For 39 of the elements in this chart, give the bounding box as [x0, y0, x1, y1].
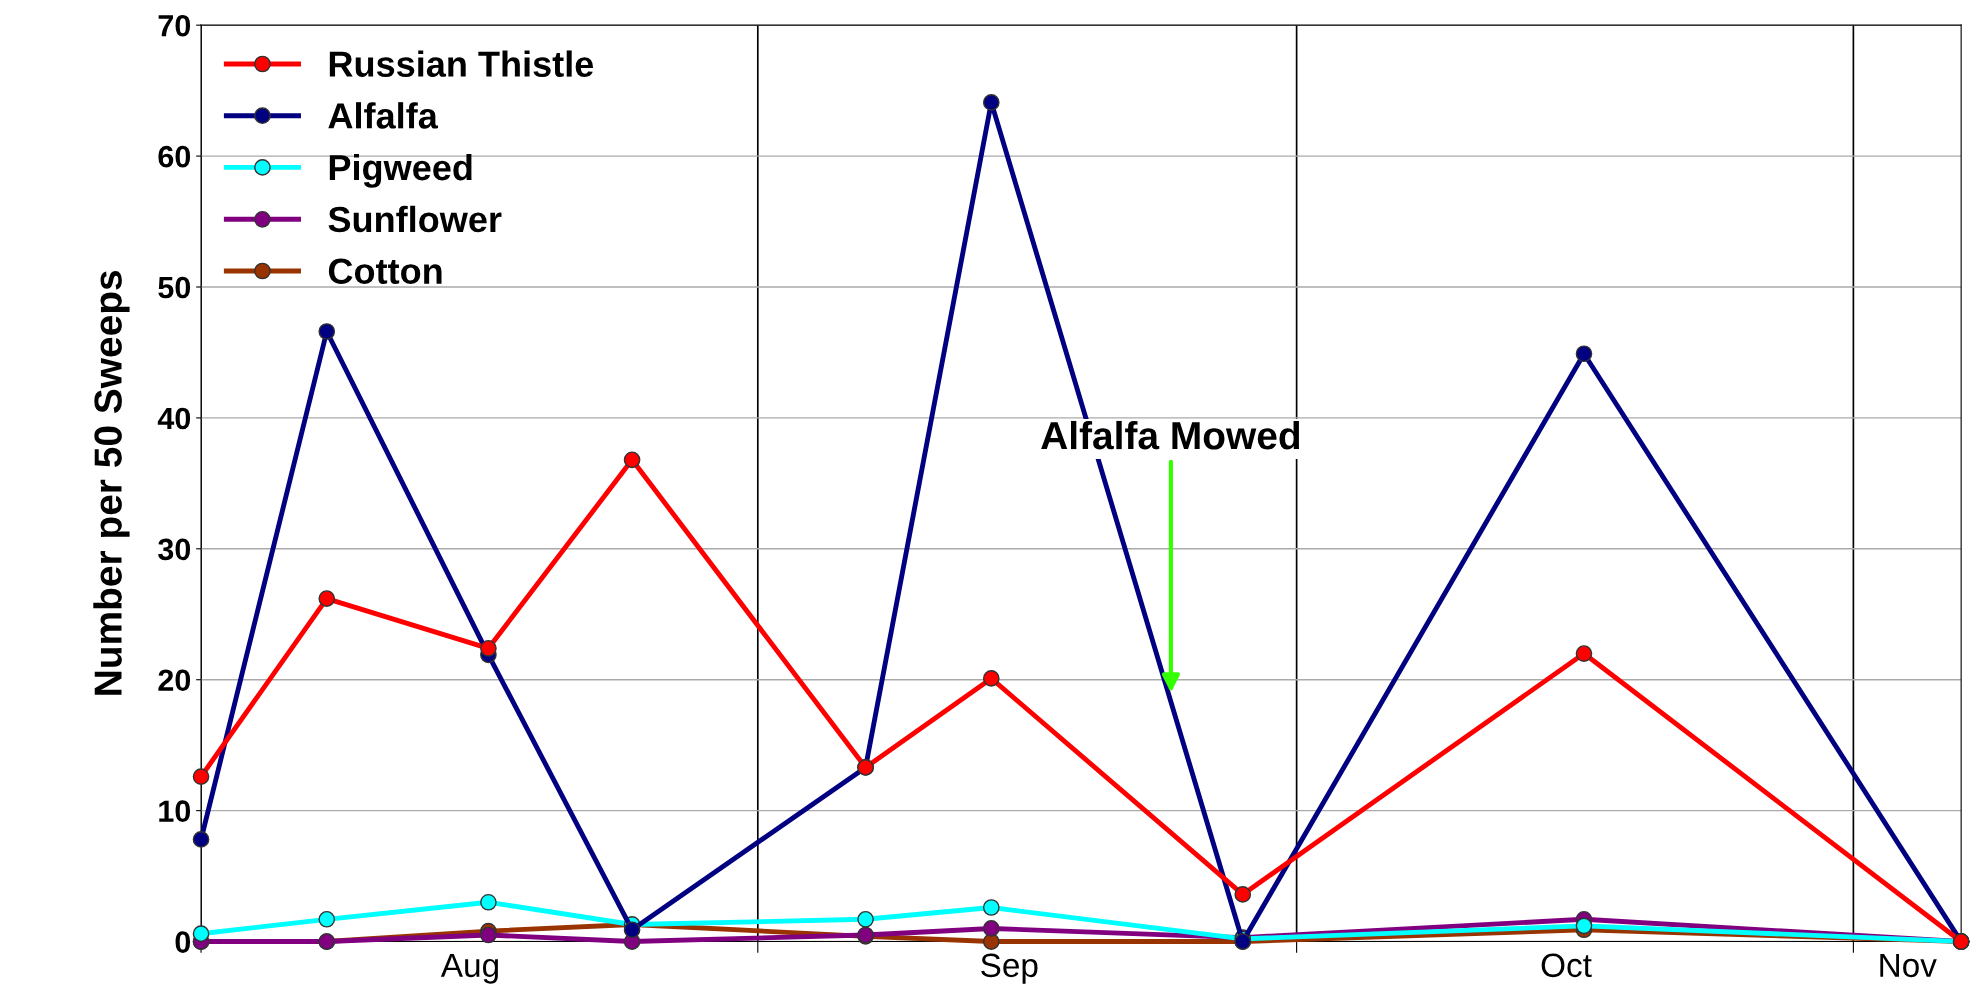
- y-tick-label: 40: [157, 407, 191, 430]
- legend-label: Alfalfa: [328, 102, 439, 129]
- point: [857, 910, 874, 928]
- point: [623, 451, 641, 469]
- point: [982, 920, 1000, 937]
- point: [318, 910, 336, 928]
- legend-label: Russian Thistle: [329, 50, 594, 77]
- point: [982, 899, 1000, 916]
- point: [480, 893, 497, 911]
- point: [192, 768, 210, 785]
- y-tick-label: 30: [158, 538, 191, 561]
- point: [1575, 645, 1593, 662]
- y-tick-label: 10: [159, 800, 191, 823]
- point: [318, 590, 336, 607]
- point: [192, 831, 210, 848]
- point: [318, 323, 336, 340]
- legend-label: Cotton: [328, 258, 442, 285]
- x-tick-label: Nov: [1880, 953, 1937, 978]
- point: [982, 670, 1000, 687]
- x-tick-label: Sep: [981, 953, 1038, 984]
- annotation: Alfalfa Mowed: [1041, 420, 1300, 450]
- y-tick-label: 0: [175, 931, 191, 953]
- y-tick-label: 50: [158, 276, 191, 299]
- y-tick-label: 60: [158, 145, 191, 168]
- y-tick-label: 70: [158, 14, 191, 37]
- x-tick-label: Oct: [1541, 953, 1592, 978]
- y-tick-label: 20: [158, 669, 191, 692]
- point: [1575, 345, 1593, 363]
- point: [192, 925, 210, 943]
- point: [623, 921, 641, 939]
- point: [1234, 886, 1252, 903]
- x-tick-label: Aug: [440, 953, 498, 984]
- point: [480, 926, 497, 944]
- legend-label: Pigweed: [329, 153, 472, 188]
- point: [480, 639, 497, 657]
- legend-label: Sunflower: [328, 205, 502, 233]
- point: [982, 94, 1000, 111]
- point: [1575, 917, 1593, 935]
- y-axis-title: Number per 50 Sweeps: [93, 270, 130, 695]
